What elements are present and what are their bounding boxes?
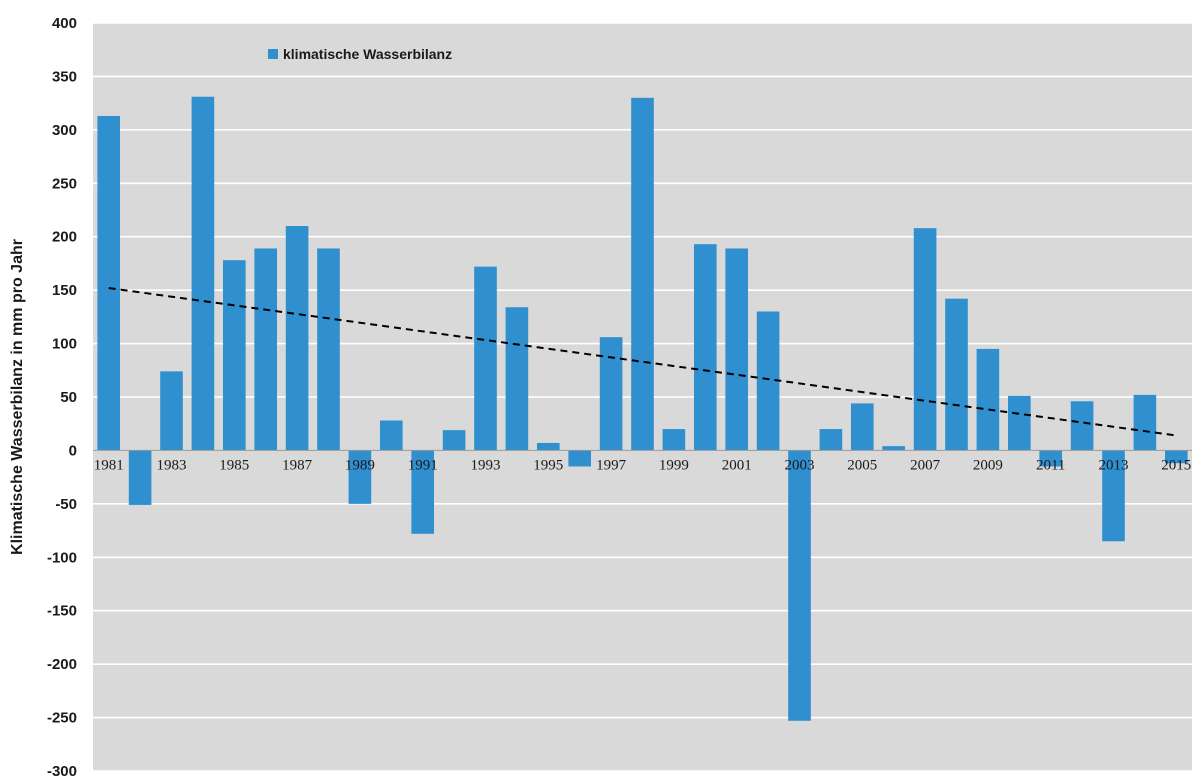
x-tick-label: 1981 <box>94 457 124 473</box>
x-tick-label: 2015 <box>1161 457 1191 473</box>
x-tick-label: 2011 <box>1036 457 1065 473</box>
bar-1981 <box>97 115 121 451</box>
y-tick-label: -300 <box>47 763 77 779</box>
x-tick-label: 2005 <box>847 457 877 473</box>
y-tick-label: 400 <box>52 15 77 32</box>
bar-1988 <box>317 248 340 451</box>
x-tick-label: 2003 <box>785 457 815 473</box>
x-tick-label: 1999 <box>659 457 689 473</box>
x-tick-label: 2007 <box>910 457 941 473</box>
bar-1982 <box>128 450 152 505</box>
y-tick-label: 250 <box>52 175 77 192</box>
bar-1997 <box>599 337 623 451</box>
bar-1993 <box>474 266 497 451</box>
x-axis-ticks: 1981 1983 1985 1987 1989 1991 1993 1995 1997 1999… <box>94 457 1192 473</box>
y-tick-label: 50 <box>60 389 77 406</box>
x-tick-label: 2001 <box>722 457 752 473</box>
bar-1983 <box>160 371 183 451</box>
bar-1991 <box>411 450 435 534</box>
y-tick-label: 300 <box>52 122 77 139</box>
x-tick-label: 1997 <box>596 457 627 473</box>
y-axis-ticks: 400 350 300 250 200 150 100 50 0 -50 -100 -150 -200 -… <box>47 15 77 779</box>
x-tick-label: 1995 <box>533 457 563 473</box>
x-tick-label: 1987 <box>282 457 313 473</box>
bar-2005 <box>850 403 874 451</box>
bar-1985 <box>222 260 246 451</box>
bar-1990 <box>379 420 403 451</box>
y-tick-label: -150 <box>47 603 77 620</box>
y-tick-label: 150 <box>52 282 77 299</box>
y-tick-label: 200 <box>52 229 77 246</box>
bar-2011 <box>1039 450 1063 467</box>
bar-2003 <box>788 450 811 721</box>
bar-1998 <box>631 97 654 451</box>
bar-2015 <box>1164 450 1188 464</box>
x-tick-label: 1983 <box>157 457 187 473</box>
x-tick-label: 2009 <box>973 457 1003 473</box>
bar-2007 <box>913 228 937 451</box>
bar-2004 <box>819 429 843 451</box>
bar-1995 <box>536 442 560 451</box>
legend-label: klimatische Wasserbilanz <box>283 46 452 62</box>
bar-1984 <box>191 96 215 451</box>
x-tick-label: 1985 <box>219 457 249 473</box>
bar-1999 <box>662 429 686 451</box>
bar-2000 <box>693 244 717 451</box>
bar-1994 <box>505 307 529 451</box>
bar-2012 <box>1070 401 1094 451</box>
bar-2010 <box>1007 395 1031 451</box>
y-tick-label: 100 <box>52 336 77 353</box>
x-tick-label: 1989 <box>345 457 375 473</box>
bar-2009 <box>976 348 1000 451</box>
bar-1987 <box>285 226 309 451</box>
y-tick-label: 0 <box>69 442 77 459</box>
bar-1996 <box>568 450 592 467</box>
bars <box>97 96 1188 721</box>
y-tick-label: -200 <box>47 656 77 673</box>
legend-swatch <box>268 49 278 59</box>
bar-2008 <box>945 298 968 451</box>
bar-2013 <box>1102 450 1125 542</box>
bar-2002 <box>756 311 780 451</box>
y-axis-label: Klimatische Wasserbilanz in mm pro Jahr <box>9 239 26 555</box>
bar-2001 <box>725 248 749 451</box>
legend: klimatische Wasserbilanz <box>268 46 452 62</box>
x-tick-label: 2013 <box>1099 457 1129 473</box>
y-tick-label: -100 <box>47 549 77 566</box>
y-tick-label: 350 <box>52 68 77 85</box>
bar-1992 <box>442 430 466 451</box>
bar-1986 <box>254 248 278 451</box>
bar-2006 <box>882 446 906 451</box>
bar-2014 <box>1133 394 1157 451</box>
y-tick-label: -50 <box>55 496 77 513</box>
x-tick-label: 1991 <box>408 457 438 473</box>
bar-1989 <box>348 450 372 504</box>
x-tick-label: 1993 <box>471 457 501 473</box>
y-tick-label: -250 <box>47 710 77 727</box>
